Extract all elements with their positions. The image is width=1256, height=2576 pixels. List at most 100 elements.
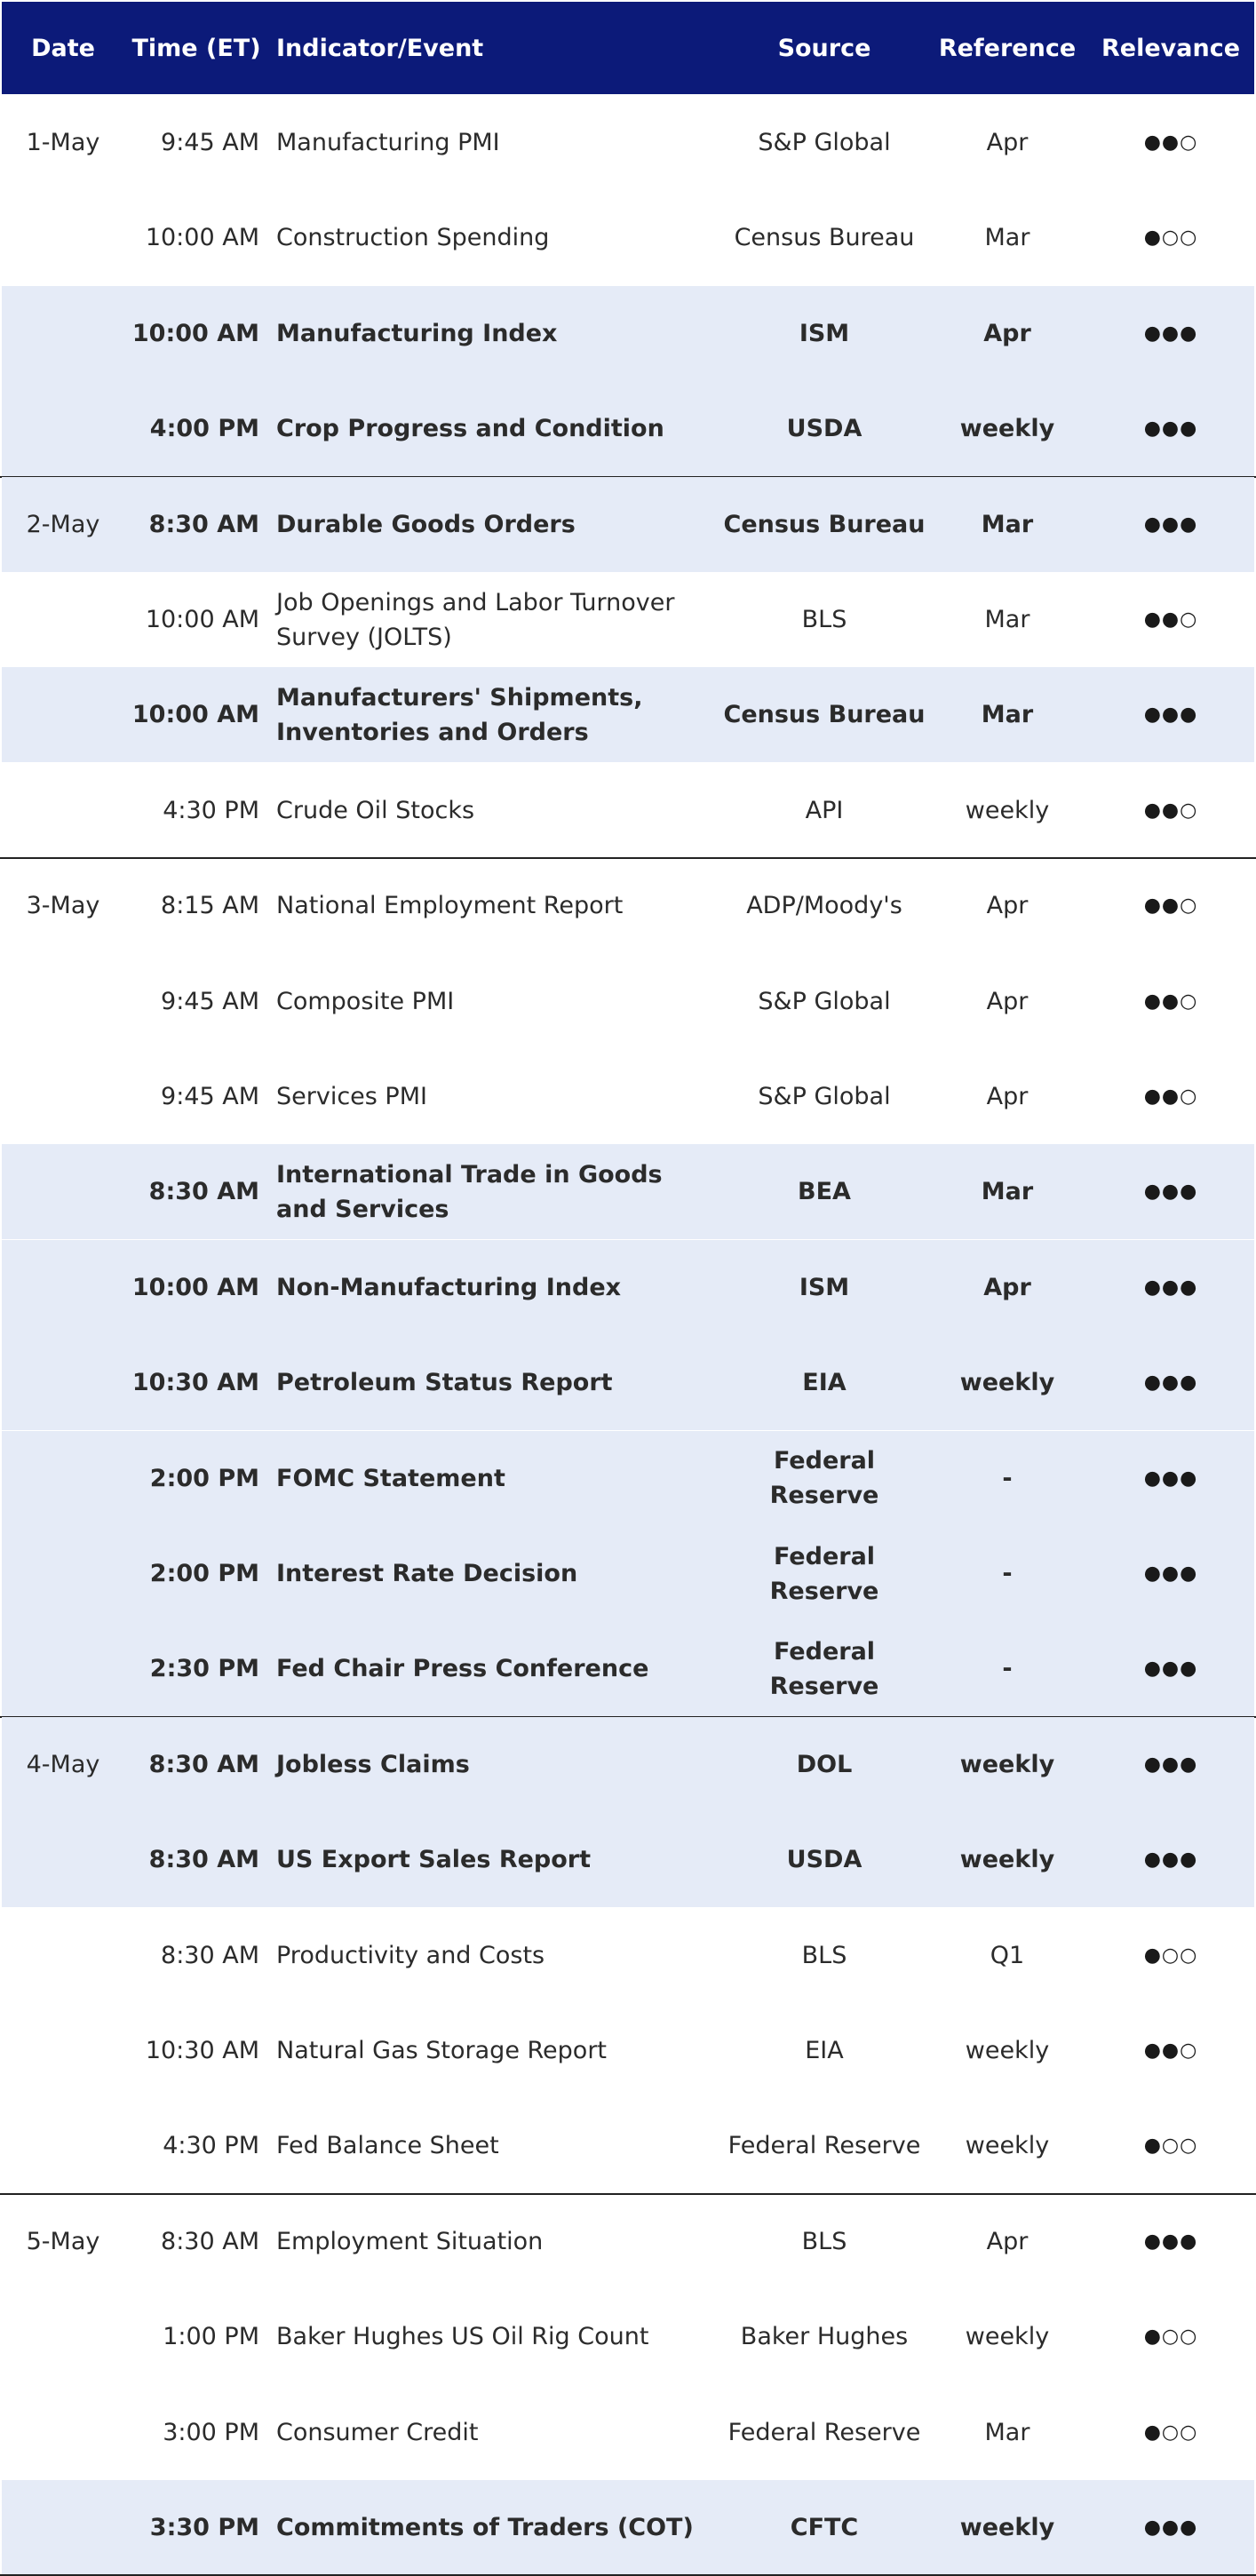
row-date	[2, 1812, 124, 1907]
row-reference: Apr	[983, 319, 1031, 347]
table-row: 3:00 PM Consumer Credit Federal Reserve Mar…	[2, 2385, 1254, 2480]
row-time: 10:00 AM	[131, 319, 259, 347]
row-time: 3:30 PM	[149, 2514, 259, 2541]
row-date	[2, 1431, 124, 1526]
relevance-dots-icon: ●●●	[1143, 2516, 1198, 2539]
row-reference: Mar	[984, 224, 1030, 252]
row-reference: Apr	[986, 1083, 1029, 1110]
row-time: 2:00 PM	[149, 1464, 259, 1492]
table-row: 10:00 AM Manufacturers' Shipments, Invent…	[2, 667, 1254, 763]
row-date	[2, 954, 124, 1049]
table-row: 4-May 8:30 AM Jobless Claims DOL weekly ●●●	[2, 1716, 1254, 1812]
row-event: Construction Spending	[276, 224, 550, 252]
relevance-dots-icon: ●●○	[1143, 990, 1198, 1013]
row-source: S&P Global	[758, 129, 891, 156]
table-row: 9:45 AM Services PMI S&P Global Apr ●●○	[2, 1049, 1254, 1144]
table-row: 3:30 PM Commitments of Traders (COT) CFTC w…	[2, 2480, 1254, 2575]
row-event: Interest Rate Decision	[276, 1560, 578, 1587]
relevance-dots-icon: ●○○	[1143, 2135, 1198, 2158]
row-reference: Mar	[981, 510, 1034, 538]
row-time: 4:00 PM	[149, 415, 259, 443]
relevance-dots-icon: ●●●	[1143, 1753, 1198, 1776]
row-event: Non-Manufacturing Index	[276, 1273, 622, 1301]
row-reference: weekly	[965, 2037, 1050, 2064]
row-event: Services PMI	[276, 1083, 427, 1110]
day-divider	[0, 2192, 1256, 2195]
row-event: Job Openings and Labor Turnover Survey (…	[276, 588, 675, 651]
row-source: ADP/Moody's	[746, 892, 902, 920]
relevance-dots-icon: ●●●	[1143, 1562, 1198, 1585]
day-divider	[0, 857, 1256, 860]
relevance-dots-icon: ●●○	[1143, 608, 1198, 631]
row-event: Manufacturers' Shipments, Inventories an…	[276, 683, 643, 746]
row-reference: Apr	[986, 987, 1029, 1015]
relevance-dots-icon: ●○○	[1143, 2326, 1198, 2349]
row-date	[2, 2480, 124, 2575]
row-date: 1-May	[26, 129, 100, 156]
row-reference: weekly	[959, 2514, 1055, 2541]
relevance-dots-icon: ●●○	[1143, 1085, 1198, 1108]
row-event: Employment Situation	[276, 2227, 544, 2255]
row-reference: Mar	[984, 2418, 1030, 2446]
relevance-dots-icon: ●●○	[1143, 2039, 1198, 2062]
row-time: 10:00 AM	[145, 606, 259, 633]
row-reference: weekly	[959, 1750, 1055, 1778]
header-date: Date	[31, 34, 95, 62]
row-source: Federal Reserve	[727, 2132, 921, 2160]
table-row: 10:00 AM Construction Spending Census Bure…	[2, 190, 1254, 285]
row-source: CFTC	[790, 2514, 859, 2541]
row-source: Federal Reserve	[727, 2418, 921, 2446]
header-relevance: Relevance	[1101, 34, 1241, 62]
table-header: Date Time (ET) Indicator/Event Source Re…	[2, 2, 1254, 94]
row-event: FOMC Statement	[276, 1464, 505, 1492]
row-event: Fed Chair Press Conference	[276, 1655, 649, 1683]
row-source: USDA	[786, 1846, 863, 1874]
row-date	[2, 1240, 124, 1335]
row-date	[2, 1049, 124, 1144]
header-time: Time (ET)	[131, 34, 261, 62]
row-time: 2:00 PM	[149, 1560, 259, 1587]
row-time: 3:00 PM	[163, 2418, 259, 2446]
row-time: 8:15 AM	[161, 892, 259, 920]
relevance-dots-icon: ●●●	[1143, 1371, 1198, 1395]
row-event: Commitments of Traders (COT)	[276, 2514, 694, 2541]
row-reference: weekly	[959, 1846, 1055, 1874]
row-time: 8:30 AM	[148, 1178, 259, 1206]
row-date	[2, 667, 124, 762]
header-event: Indicator/Event	[276, 34, 484, 62]
table-row: 10:00 AM Job Openings and Labor Turnover …	[2, 572, 1254, 667]
relevance-dots-icon: ●○○	[1143, 227, 1198, 250]
relevance-dots-icon: ●●●	[1143, 417, 1198, 441]
row-reference: weekly	[959, 1369, 1055, 1397]
relevance-dots-icon: ●●○	[1143, 131, 1198, 154]
table-row: 2:30 PM Fed Chair Press Conference Federal…	[2, 1621, 1254, 1717]
row-event: National Employment Report	[276, 892, 624, 920]
row-source: Baker Hughes	[740, 2323, 909, 2351]
relevance-dots-icon: ●●●	[1143, 704, 1198, 727]
row-source: EIA	[805, 2037, 844, 2064]
table-row: 5-May 8:30 AM Employment Situation BLS Apr ●●…	[2, 2194, 1254, 2289]
row-reference: -	[1002, 1464, 1013, 1492]
relevance-dots-icon: ●○○	[1143, 2421, 1198, 2444]
row-time: 10:00 AM	[131, 1273, 259, 1301]
relevance-dots-icon: ●●●	[1143, 322, 1198, 345]
row-date	[2, 2385, 124, 2480]
row-source: API	[805, 796, 844, 824]
table-row: 8:30 AM Productivity and Costs BLS Q1 ●○○	[2, 1908, 1254, 2003]
row-source: DOL	[796, 1750, 853, 1778]
row-time: 10:30 AM	[145, 2037, 259, 2064]
table-row: 10:00 AM Manufacturing Index ISM Apr ●●●	[2, 285, 1254, 381]
row-source: S&P Global	[758, 987, 891, 1015]
relevance-dots-icon: ●●●	[1143, 513, 1198, 536]
relevance-dots-icon: ●●○	[1143, 799, 1198, 822]
row-date	[2, 190, 124, 285]
row-date	[2, 1335, 124, 1430]
table-row: 4:00 PM Crop Progress and Condition USDA we…	[2, 381, 1254, 477]
row-reference: Apr	[986, 892, 1029, 920]
row-event: Consumer Credit	[276, 2418, 479, 2446]
table-row: 2-May 8:30 AM Durable Goods Orders Census B…	[2, 476, 1254, 572]
row-time: 9:45 AM	[161, 987, 259, 1015]
row-time: 2:30 PM	[149, 1655, 259, 1683]
row-date	[2, 381, 124, 476]
row-source: BLS	[801, 2227, 847, 2255]
